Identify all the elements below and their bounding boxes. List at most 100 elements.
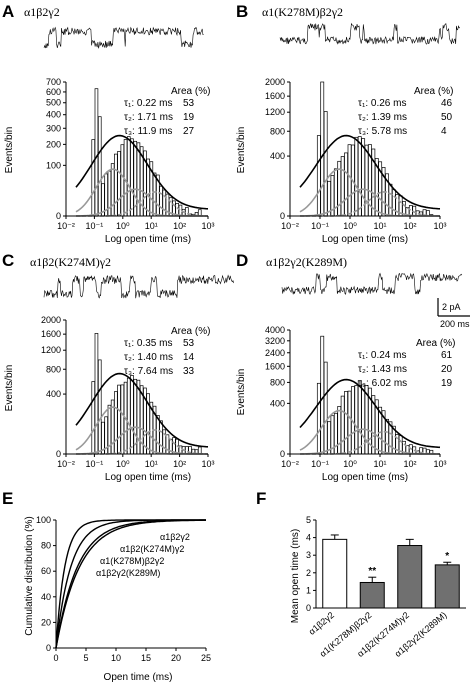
histogram-bar (316, 382, 321, 455)
x-tick-label: 10¹ (145, 459, 158, 469)
fit-sum-curve (299, 378, 441, 449)
tau2-b: τ₂: 1.39 ms (358, 112, 407, 123)
panel-d: D α1β2γ2(K289M) 2 pA 200 ms 0 400 800 1600 2… (236, 251, 470, 483)
f-y-tick-label: 2 (306, 568, 311, 578)
x-axis-label-c: Log open time (ms) (105, 472, 191, 483)
single-channel-trace-a (43, 26, 204, 49)
x-tick-label: 10⁰ (343, 459, 357, 469)
f-y-tick-label: 4 (306, 533, 311, 543)
cumulative-curve (55, 519, 206, 649)
e-y-tick-label: 40 (41, 592, 51, 602)
area2-c: 14 (183, 352, 195, 363)
histogram-bar (126, 377, 131, 455)
x-tick-label: 10¹ (373, 459, 386, 469)
area3-c: 33 (183, 366, 195, 377)
histogram-c (75, 333, 209, 455)
y-tick-label: 2000 (41, 315, 61, 325)
y-tick-label: 800 (270, 377, 285, 387)
x-tick-label: 10⁰ (116, 221, 130, 231)
histogram-bar (159, 420, 163, 455)
panel-f: F 012345α1β2γ2**α1(K278M)β2γ2α1β2(K274M)… (256, 489, 466, 659)
bar (322, 538, 348, 609)
x-tick-label: 10¹ (145, 221, 158, 231)
x-tick-label: 10⁻¹ (86, 459, 104, 469)
tau1-c: τ₁: 0.35 ms (124, 338, 172, 349)
y-tick-label: 400 (270, 398, 285, 408)
panel-letter-d: D (236, 251, 248, 270)
area-header-d: Area (%) (416, 338, 455, 349)
histogram-bar (357, 380, 362, 455)
histogram-bar (340, 395, 345, 455)
x-axis-label-a: Log open time (ms) (105, 234, 191, 245)
y-tick-label: 0 (56, 449, 61, 459)
y-tick-label: 1200 (265, 107, 285, 117)
y-tick-label: 300 (46, 123, 61, 133)
x-tick-label: 10⁻² (281, 459, 299, 469)
histogram-bar (97, 359, 102, 455)
histogram-bar (130, 375, 134, 455)
y-tick-label: 3200 (265, 336, 285, 346)
histogram-b (299, 81, 441, 217)
y-tick-label: 0 (280, 211, 285, 221)
histogram-bar (344, 391, 348, 455)
panel-title-b: α1(K278M)β2γ2 (262, 5, 343, 19)
histogram-a (75, 88, 209, 217)
x-tick-label: 10¹ (373, 221, 386, 231)
histogram-bar (114, 153, 118, 217)
panel-title-c: α1β2(K274M)γ2 (30, 255, 111, 269)
y-tick-label: 0 (280, 449, 285, 459)
tau3-b: τ₃: 5.78 ms (358, 126, 407, 137)
histogram-bar (185, 207, 189, 217)
histogram-bar (162, 189, 167, 217)
histogram-bar (185, 446, 189, 455)
panel-letter-e: E (2, 489, 13, 508)
x-tick-label: 10⁰ (116, 459, 130, 469)
tau2-d: τ₂: 1.43 ms (358, 364, 407, 375)
e-x-tick-label: 0 (53, 653, 58, 663)
x-tick-label: 10⁻¹ (86, 221, 104, 231)
x-axis-b: 10⁻² 10⁻¹ 10⁰ 10¹ 10² 10³ (281, 215, 447, 231)
histogram-bar (357, 136, 362, 217)
x-tick-label: 10⁻¹ (311, 459, 329, 469)
e-x-tick-label: 5 (83, 653, 88, 663)
scale-bar-current: 2 pA (442, 302, 461, 312)
fit-sum-curve (75, 372, 209, 448)
histogram-bar (354, 136, 359, 217)
tau1-a: τ₁: 0.22 ms (124, 98, 172, 109)
y-axis-label-a: Events/bin (4, 127, 15, 174)
f-y-tick-label: 0 (306, 603, 311, 613)
y-tick-label: 200 (46, 139, 61, 149)
panel-b: B α1(K278M)β2γ2 0 400 800 1200 1600 2000 10⁻²… (236, 2, 460, 245)
histogram-bar (130, 138, 134, 217)
bar (397, 545, 423, 609)
single-channel-trace-b (279, 22, 460, 45)
histogram-bar (385, 418, 389, 455)
tau1-d: τ₁: 0.24 ms (358, 350, 406, 361)
x-axis-label-d: Log open time (ms) (322, 472, 408, 483)
y-tick-label: 0 (56, 211, 61, 221)
e-x-tick-label: 15 (141, 653, 151, 663)
histogram-bar (323, 111, 328, 217)
histogram-bar (159, 185, 163, 217)
x-axis-label-e: Open time (ms) (104, 672, 173, 683)
y-axis-b: 0 400 800 1200 1600 2000 (265, 77, 291, 221)
cumulative-plot: 0 20 40 60 80 100 0 5 10 15 20 25 (36, 515, 211, 663)
y-tick-label: 400 (46, 110, 61, 120)
e-y-tick-label: 0 (46, 643, 51, 653)
panel-c: C α1β2(K274M)γ2 0 400 800 1200 1600 2000 10⁻²… (2, 251, 234, 483)
y-axis-label-e: Cumulative distribution (%) (24, 516, 35, 636)
f-y-tick-label: 5 (306, 515, 311, 525)
e-x-tick-label: 10 (111, 653, 121, 663)
area3-d: 19 (441, 378, 453, 389)
fit-component-3 (300, 191, 441, 217)
histogram-bar (344, 152, 348, 217)
y-axis-label-f: Mean open time (ms) (290, 529, 301, 623)
histogram-bar (340, 156, 345, 217)
histogram-bar (152, 172, 157, 217)
scale-bar-time: 200 ms (440, 319, 470, 329)
area1-a: 53 (183, 98, 195, 109)
y-axis-label-c: Events/bin (4, 365, 15, 412)
area2-a: 19 (183, 112, 195, 123)
tau3-a: τ₃: 11.9 ms (124, 126, 172, 137)
